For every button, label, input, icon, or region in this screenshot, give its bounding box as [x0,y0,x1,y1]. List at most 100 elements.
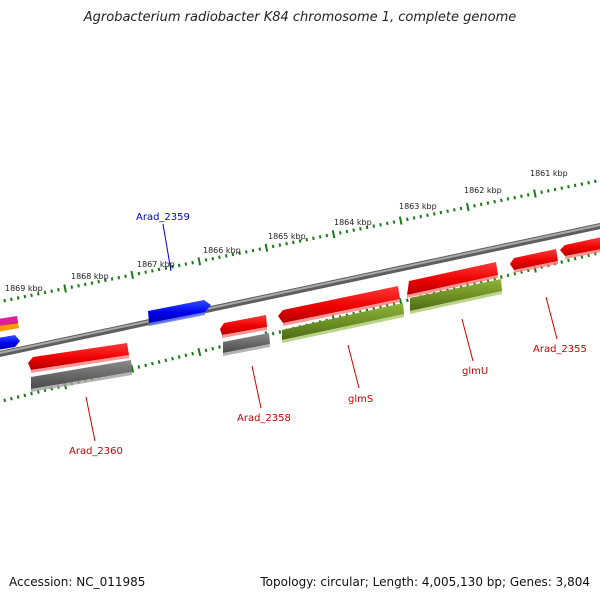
inner-scale-tick [204,348,208,353]
leader-arad-2358 [251,365,262,409]
outer-scale-tick [63,284,67,293]
accession-text: Accession: NC_011985 [9,575,146,589]
scale-label-1861: 1861 kbp [530,169,568,178]
outer-scale-tick [372,224,376,228]
inner-scale-tick [164,358,168,363]
forward-features [0,237,600,373]
outer-scale-tick [426,213,429,217]
outer-scale-tick [204,258,208,262]
outer-scale-tick [258,247,262,251]
inner-scale-tick [499,275,503,279]
scale-label-1869: 1869 kbp [5,284,43,293]
inner-scale-tick [171,356,174,361]
inner-scale-tick [130,364,135,373]
outer-scale-tick [513,195,517,200]
inner-scale-tick [16,395,20,399]
outer-scale-tick [211,256,215,261]
gene-label-arad-2358[interactable]: Arad_2358 [237,413,291,424]
inner-scale-tick [10,396,13,401]
outer-scale-tick [479,202,483,207]
outer-scale-tick [97,279,100,284]
scale-label-1862: 1862 kbp [464,186,502,195]
outer-scale-tick [278,243,282,247]
outer-scale-tick [446,209,449,213]
inner-scale-tick [506,273,510,278]
outer-scale-tick [36,292,40,296]
gene-right-edge[interactable] [560,237,600,259]
edge-feature-blue[interactable] [0,335,20,350]
leader-arad-2355 [545,296,558,340]
gene-arad-2355[interactable] [510,249,558,273]
outer-scale-tick [493,199,496,204]
inner-scale-tick [137,365,141,369]
outer-scale-tick [110,277,114,281]
scale-label-1866: 1866 kbp [203,246,241,255]
feature-olive-glmu[interactable] [410,279,502,314]
outer-scale-tick [164,266,168,270]
gene-labels: Arad_2359 Arad_2355 glmU glmS Arad_2358 … [69,212,587,457]
secondary-features [31,279,502,392]
outer-scale-tick [77,283,80,288]
gene-glmu[interactable] [407,262,498,298]
outer-scale-tick [412,216,416,220]
outer-scale-tick [567,184,570,189]
outer-scale-tick [271,244,275,249]
edge-feature-orange[interactable] [0,323,19,332]
outer-scale-tick [331,230,336,239]
outer-scale-tick [238,251,241,255]
gene-arad-2360[interactable] [28,343,129,373]
outer-scale-tick [345,229,349,234]
inner-scale-tick [271,331,275,336]
inner-scale-tick [278,330,282,334]
outer-scale-tick [406,217,409,222]
outer-scale-tick [197,257,202,266]
feature-gray-arad-2358[interactable] [223,333,270,356]
outer-scale-tick [251,248,255,253]
inner-scale-tick [157,360,161,364]
scale-labels: 1861 kbp 1862 kbp 1863 kbp 1864 kbp 1865… [5,169,568,293]
gene-arad-2359[interactable] [148,300,211,326]
scale-label-1867: 1867 kbp [137,260,175,269]
outer-scale-tick [16,296,20,300]
leader-glms [347,344,360,389]
outer-scale-tick [594,179,597,184]
gene-label-arad-2359[interactable]: Arad_2359 [136,212,190,223]
outer-scale-tick [30,293,33,298]
outer-scale-tick [540,190,543,194]
feature-olive-glms[interactable] [282,303,404,343]
leader-arad-2359 [162,223,172,272]
inner-scale-tick [573,256,577,261]
outer-scale-ticks [3,179,597,303]
inner-scale-tick [406,298,409,303]
gene-label-glmu[interactable]: glmU [462,366,488,377]
outer-scale-tick [184,262,188,266]
inner-scale-tick [218,345,221,349]
outer-scale-tick [587,180,590,185]
feature-gray-arad-2360[interactable] [31,360,132,392]
gene-glms[interactable] [278,286,400,326]
map-title: Agrobacterium radiobacter K84 chromosome… [83,10,517,25]
gene-label-arad-2355[interactable]: Arad_2355 [533,344,587,355]
gene-label-arad-2360[interactable]: Arad_2360 [69,446,123,457]
outer-scale-tick [57,288,60,292]
scale-label-1865: 1865 kbp [268,232,306,241]
outer-scale-tick [500,198,503,203]
gene-label-glms[interactable]: glmS [348,394,373,405]
outer-scale-tick [580,182,584,186]
inner-scale-tick [580,255,584,259]
chromosome-backbone-highlight [0,224,600,354]
gene-arad-2358[interactable] [220,315,267,338]
outer-scale-tick [305,237,308,242]
outer-scale-tick [137,271,141,276]
outer-scale-tick [432,212,436,216]
inner-scale-tick [197,347,202,357]
label-leader-lines [85,223,558,442]
outer-scale-tick [191,260,194,265]
outer-scale-tick [292,240,295,245]
inner-scale-tick [23,393,27,398]
outer-scale-tick [359,227,362,231]
outer-scale-tick [419,214,423,219]
inner-scale-tick [36,390,40,394]
